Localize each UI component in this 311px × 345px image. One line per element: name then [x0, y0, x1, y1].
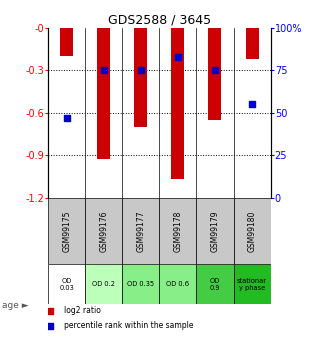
- Text: GSM99175: GSM99175: [62, 210, 71, 252]
- Bar: [122, 198, 159, 264]
- Point: [101, 67, 106, 73]
- Bar: [197, 198, 234, 264]
- Bar: [48, 264, 85, 304]
- Text: OD 0.2: OD 0.2: [92, 281, 115, 287]
- Point: [249, 101, 254, 107]
- Bar: [246, 28, 258, 59]
- Bar: [197, 264, 234, 304]
- Text: GSM99180: GSM99180: [248, 210, 257, 252]
- Text: GSM99176: GSM99176: [99, 210, 108, 252]
- Bar: [159, 198, 197, 264]
- Point: [48, 323, 53, 328]
- Bar: [48, 198, 85, 264]
- Title: GDS2588 / 3645: GDS2588 / 3645: [108, 13, 211, 27]
- Bar: [85, 198, 122, 264]
- Text: percentile rank within the sample: percentile rank within the sample: [64, 321, 193, 330]
- Bar: [234, 264, 271, 304]
- Point: [212, 67, 217, 73]
- Text: GSM99179: GSM99179: [211, 210, 220, 252]
- Point: [48, 308, 53, 314]
- Text: OD 0.6: OD 0.6: [166, 281, 189, 287]
- Bar: [134, 28, 147, 127]
- Text: OD
0.9: OD 0.9: [210, 278, 220, 290]
- Text: age ►: age ►: [2, 301, 28, 310]
- Text: log2 ratio: log2 ratio: [64, 306, 101, 315]
- Text: stationar
y phase: stationar y phase: [237, 278, 267, 290]
- Point: [175, 54, 180, 59]
- Bar: [60, 28, 73, 56]
- Bar: [208, 28, 221, 120]
- Text: OD
0.03: OD 0.03: [59, 278, 74, 290]
- Bar: [234, 198, 271, 264]
- Point: [138, 67, 143, 73]
- Point: [64, 115, 69, 120]
- Bar: [171, 28, 184, 179]
- Bar: [159, 264, 197, 304]
- Bar: [122, 264, 159, 304]
- Text: OD 0.35: OD 0.35: [127, 281, 155, 287]
- Bar: [97, 28, 110, 159]
- Text: GSM99177: GSM99177: [136, 210, 145, 252]
- Text: GSM99178: GSM99178: [174, 210, 183, 252]
- Bar: [85, 264, 122, 304]
